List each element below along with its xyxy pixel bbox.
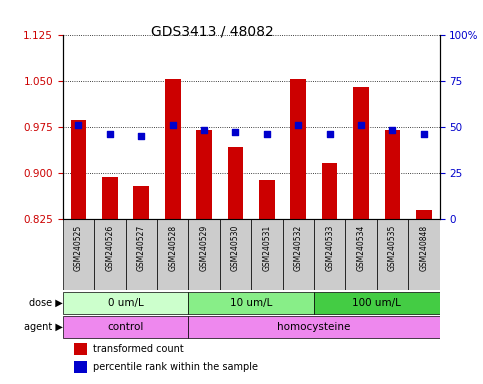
Text: GSM240534: GSM240534 (356, 225, 366, 271)
Bar (188, 291, 314, 314)
Bar (74, 343, 87, 355)
Bar (196, 130, 212, 219)
Point (200, 127, 208, 133)
Bar (377, 219, 408, 290)
Bar (74, 361, 87, 372)
Text: GSM240533: GSM240533 (325, 225, 334, 271)
Point (295, 122, 302, 128)
Point (326, 131, 333, 137)
Bar (63, 316, 188, 338)
Bar (345, 219, 377, 290)
Point (169, 122, 177, 128)
Bar (251, 219, 283, 290)
Point (420, 131, 428, 137)
Bar (416, 210, 432, 219)
Text: GSM240529: GSM240529 (199, 225, 209, 271)
Text: 0 um/L: 0 um/L (108, 298, 143, 308)
Point (263, 131, 271, 137)
Bar (157, 219, 188, 290)
Bar (408, 219, 440, 290)
Bar (188, 316, 440, 338)
Point (106, 131, 114, 137)
Text: GSM240848: GSM240848 (419, 225, 428, 271)
Bar (314, 219, 345, 290)
Text: GSM240525: GSM240525 (74, 225, 83, 271)
Text: 100 um/L: 100 um/L (352, 298, 401, 308)
Text: GSM240532: GSM240532 (294, 225, 303, 271)
Bar (353, 87, 369, 219)
Text: GSM240528: GSM240528 (168, 225, 177, 271)
Text: agent ▶: agent ▶ (24, 322, 63, 332)
Text: homocysteine: homocysteine (277, 322, 351, 332)
Text: GSM240535: GSM240535 (388, 225, 397, 271)
Bar (71, 120, 86, 219)
Text: GDS3413 / 48082: GDS3413 / 48082 (151, 25, 274, 39)
Bar (63, 219, 94, 290)
Text: GSM240527: GSM240527 (137, 225, 146, 271)
Point (138, 133, 145, 139)
Bar (188, 219, 220, 290)
Text: 10 um/L: 10 um/L (230, 298, 272, 308)
Point (389, 127, 397, 133)
Bar (227, 147, 243, 219)
Bar (384, 130, 400, 219)
Text: GSM240531: GSM240531 (262, 225, 271, 271)
Point (357, 122, 365, 128)
Text: GSM240530: GSM240530 (231, 225, 240, 271)
Text: transformed count: transformed count (93, 344, 184, 354)
Bar (314, 291, 440, 314)
Bar (94, 219, 126, 290)
Bar (165, 79, 181, 219)
Bar (102, 177, 118, 219)
Point (74, 122, 82, 128)
Point (232, 129, 240, 135)
Bar (283, 219, 314, 290)
Text: dose ▶: dose ▶ (29, 298, 63, 308)
Text: percentile rank within the sample: percentile rank within the sample (93, 362, 258, 372)
Text: control: control (107, 322, 144, 332)
Bar (133, 186, 149, 219)
Text: GSM240526: GSM240526 (105, 225, 114, 271)
Bar (322, 163, 338, 219)
Bar (63, 291, 188, 314)
Bar (259, 180, 275, 219)
Bar (220, 219, 251, 290)
Bar (126, 219, 157, 290)
Bar (290, 79, 306, 219)
